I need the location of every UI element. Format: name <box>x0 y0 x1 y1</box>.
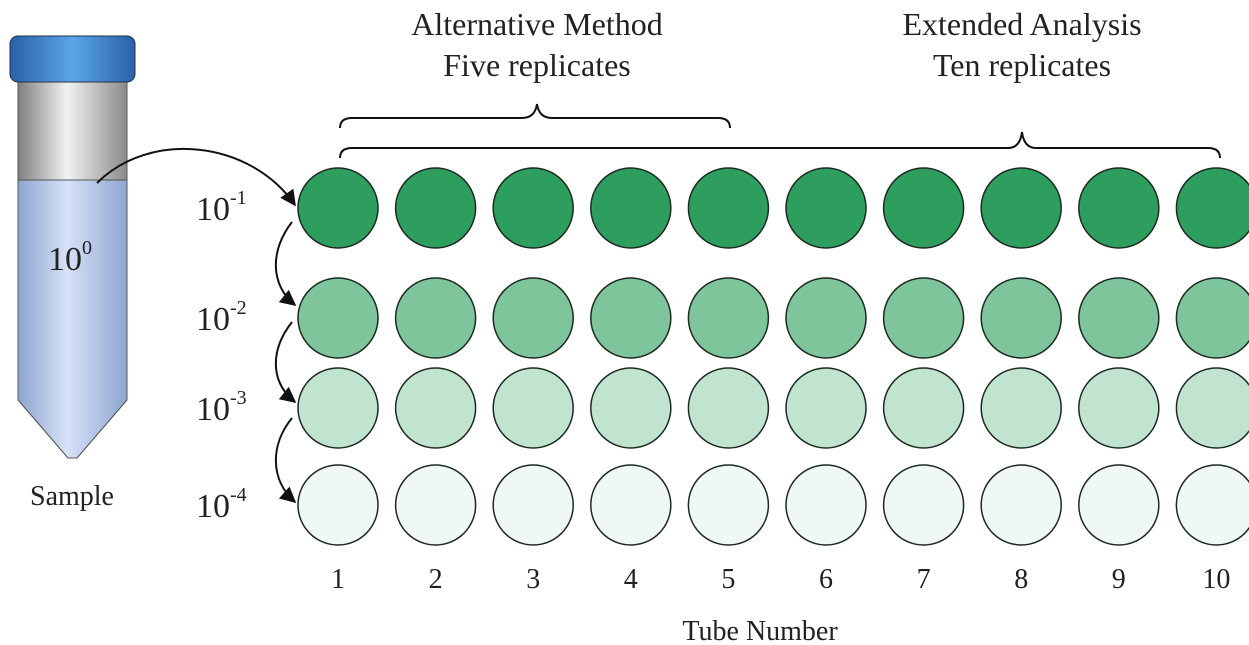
tube-well <box>884 278 964 358</box>
header-subtitle: Five replicates <box>443 47 630 83</box>
row-exponent: -2 <box>230 297 247 319</box>
row-label: 10-3 <box>196 387 247 428</box>
tube-well <box>786 465 866 545</box>
tube-well <box>591 278 671 358</box>
column-label: 8 <box>1014 564 1028 595</box>
tube-well <box>493 368 573 448</box>
arrow <box>276 322 295 402</box>
tube-well <box>981 465 1061 545</box>
column-label: 2 <box>429 564 443 595</box>
tube-well <box>493 278 573 358</box>
brace <box>340 132 1220 158</box>
row-label: 10-1 <box>196 187 247 228</box>
tube-well <box>396 465 476 545</box>
row-exponent: -4 <box>230 484 247 506</box>
column-label: 7 <box>917 564 931 595</box>
tube-well <box>1176 168 1249 248</box>
row-base: 10 <box>196 488 230 525</box>
arrow <box>276 418 295 502</box>
axis-label: Tube Number <box>682 616 838 645</box>
tube-well <box>884 368 964 448</box>
tube-well <box>1176 465 1249 545</box>
column-label: 6 <box>819 564 833 595</box>
tube-well <box>786 168 866 248</box>
tube-well <box>981 278 1061 358</box>
column-label: 3 <box>526 564 540 595</box>
row-label: 10-4 <box>196 484 247 525</box>
sample-label: Sample <box>30 481 114 512</box>
row-base: 10 <box>196 191 230 228</box>
row-exponent: -3 <box>230 387 247 409</box>
column-label: 10 <box>1202 564 1230 595</box>
tube-well <box>298 168 378 248</box>
tube-well <box>298 278 378 358</box>
arrow <box>276 222 295 305</box>
column-label: 5 <box>721 564 735 595</box>
row-base: 10 <box>196 301 230 338</box>
tube-well <box>591 368 671 448</box>
column-label: 1 <box>331 564 345 595</box>
tube-well <box>1079 368 1159 448</box>
tube-well <box>688 465 768 545</box>
tube-well <box>493 465 573 545</box>
tube-well <box>786 368 866 448</box>
tube-well <box>1079 278 1159 358</box>
tube-well <box>591 465 671 545</box>
tube-well <box>1079 465 1159 545</box>
row-exponent: -1 <box>230 187 247 209</box>
tube-well <box>688 168 768 248</box>
tube-well <box>396 368 476 448</box>
tube-well <box>981 368 1061 448</box>
tube-well <box>591 168 671 248</box>
tube-well <box>981 168 1061 248</box>
tube-well <box>688 278 768 358</box>
tube-well <box>786 278 866 358</box>
tube-well <box>1079 168 1159 248</box>
tube-well <box>884 168 964 248</box>
header-subtitle: Ten replicates <box>933 47 1111 83</box>
column-label: 4 <box>624 564 638 595</box>
header-title: Alternative Method <box>411 6 662 42</box>
diagram: 100 Sample Alternative Method Five repli… <box>0 0 1249 645</box>
header-title: Extended Analysis <box>902 6 1141 42</box>
row-base: 10 <box>196 391 230 428</box>
brace <box>340 104 730 128</box>
tube-well <box>1176 278 1249 358</box>
tube-well <box>493 168 573 248</box>
column-label: 9 <box>1112 564 1126 595</box>
tube-well <box>298 368 378 448</box>
tube-well <box>688 368 768 448</box>
tube-well <box>1176 368 1249 448</box>
row-label: 10-2 <box>196 297 247 338</box>
tube-well <box>396 168 476 248</box>
tube-well <box>298 465 378 545</box>
tube-well <box>884 465 964 545</box>
tube-well <box>396 278 476 358</box>
